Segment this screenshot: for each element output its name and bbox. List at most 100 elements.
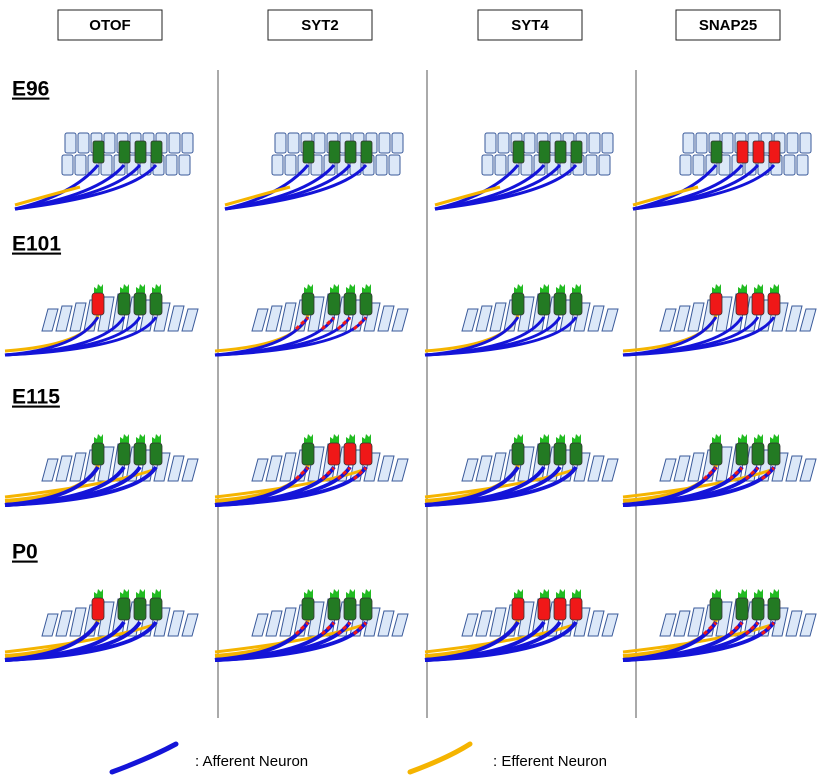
support-cell [168, 306, 184, 331]
hair-cell [538, 598, 550, 620]
stereocilia [738, 589, 747, 598]
support-cell [252, 459, 268, 481]
support-cell [722, 133, 733, 153]
hair-cell [554, 293, 566, 315]
stereocilia [362, 589, 371, 598]
stereocilia [94, 589, 103, 598]
support-cell [490, 453, 506, 481]
hair-cell [150, 598, 162, 620]
support-cell [602, 459, 618, 481]
support-cell [784, 155, 795, 175]
support-cell [602, 309, 618, 331]
support-cell [42, 309, 58, 331]
support-cell [462, 309, 478, 331]
support-cell [588, 306, 604, 331]
column-header: SYT2 [301, 17, 339, 34]
efferent-legend-line [410, 744, 470, 772]
column-header: SNAP25 [699, 17, 757, 34]
support-cell [683, 133, 694, 153]
hair-cell [134, 443, 146, 465]
support-cell [586, 155, 597, 175]
stereocilia [556, 589, 565, 598]
stereocilia [120, 284, 129, 293]
hair-cell [710, 598, 722, 620]
hair-cell [360, 293, 372, 315]
hair-cell [513, 141, 524, 163]
support-cell [588, 456, 604, 481]
support-cell [70, 453, 86, 481]
support-cell [378, 611, 394, 636]
stereocilia [136, 589, 145, 598]
support-cell [674, 611, 690, 636]
stereocilia [770, 589, 779, 598]
stereocilia [304, 589, 313, 598]
hair-cell [360, 443, 372, 465]
stereocilia [738, 434, 747, 443]
stereocilia [572, 589, 581, 598]
hair-cell [752, 598, 764, 620]
hair-cell [570, 443, 582, 465]
hair-cell [538, 293, 550, 315]
support-cell [275, 133, 286, 153]
support-cell [42, 459, 58, 481]
hair-cell [711, 141, 722, 163]
hair-cell [135, 141, 146, 163]
support-cell [266, 611, 282, 636]
hair-cell [344, 443, 356, 465]
hair-cell [302, 598, 314, 620]
support-cell [392, 309, 408, 331]
stereocilia [738, 284, 747, 293]
hair-cell [328, 443, 340, 465]
hair-cell [752, 293, 764, 315]
hair-cell [328, 598, 340, 620]
support-cell [800, 133, 811, 153]
support-cell [589, 133, 600, 153]
support-cell [602, 133, 613, 153]
hair-cell [753, 141, 764, 163]
stereocilia [572, 284, 581, 293]
hair-cell [512, 443, 524, 465]
stereocilia [136, 284, 145, 293]
hair-cell [512, 293, 524, 315]
support-cell [272, 155, 283, 175]
hair-cell [92, 293, 104, 315]
hair-cell [134, 598, 146, 620]
support-cell [182, 133, 193, 153]
stereocilia [346, 589, 355, 598]
support-cell [378, 456, 394, 481]
hair-cell [570, 598, 582, 620]
hair-cell [571, 141, 582, 163]
hair-cell [302, 443, 314, 465]
support-cell [786, 611, 802, 636]
stereocilia [94, 434, 103, 443]
support-cell [688, 303, 704, 331]
stereocilia [94, 284, 103, 293]
hair-cell [93, 141, 104, 163]
support-cell [674, 456, 690, 481]
legend-efferent: : Efferent Neuron [493, 753, 607, 770]
support-cell [800, 614, 816, 636]
hair-cell [344, 598, 356, 620]
support-cell [288, 133, 299, 153]
support-cell [688, 453, 704, 481]
support-cell [168, 611, 184, 636]
support-cell [392, 133, 403, 153]
support-cell [786, 456, 802, 481]
support-cell [476, 611, 492, 636]
support-cell [688, 608, 704, 636]
support-cell [280, 453, 296, 481]
row-label: E101 [12, 233, 61, 256]
hair-cell [118, 598, 130, 620]
hair-cell [736, 598, 748, 620]
row-label: E96 [12, 78, 49, 101]
row-label: E115 [12, 386, 60, 409]
column-header: SYT4 [511, 17, 549, 34]
support-cell [166, 155, 177, 175]
support-cell [56, 611, 72, 636]
support-cell [78, 133, 89, 153]
stereocilia [362, 284, 371, 293]
support-cell [482, 155, 493, 175]
figure: : Afferent Neuron : Efferent Neuron OTOF… [0, 0, 818, 782]
support-cell [786, 306, 802, 331]
hair-cell [570, 293, 582, 315]
